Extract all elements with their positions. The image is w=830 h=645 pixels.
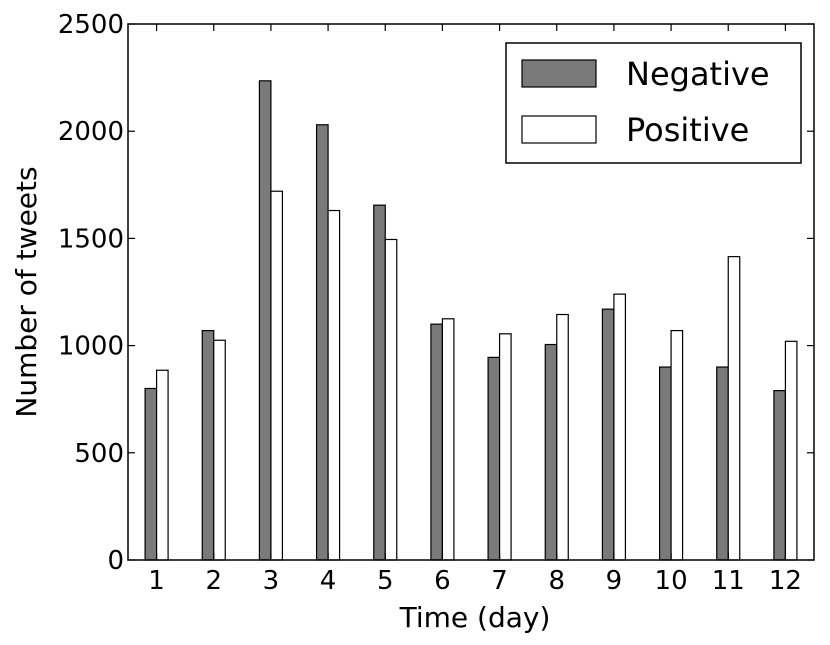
x-tick-label: 8 <box>548 566 565 596</box>
x-tick-label: 7 <box>491 566 508 596</box>
legend-swatch-negative <box>521 59 597 88</box>
bar-positive-day-7 <box>498 333 512 561</box>
x-tick-label: 11 <box>712 566 745 596</box>
y-tick-label: 2500 <box>58 10 124 40</box>
bar-positive-day-8 <box>556 313 569 561</box>
bar-positive-day-11 <box>727 256 741 561</box>
y-tick-label: 1000 <box>58 332 124 362</box>
bar-positive-day-9 <box>613 293 627 561</box>
bar-positive-day-6 <box>441 318 455 561</box>
x-tick-label: 10 <box>655 566 688 596</box>
x-tick-label: 12 <box>769 566 802 596</box>
bar-negative-day-12 <box>773 390 787 561</box>
x-tick-label: 6 <box>434 566 451 596</box>
bar-negative-day-3 <box>258 80 272 561</box>
bar-positive-day-2 <box>213 339 226 561</box>
bar-positive-day-1 <box>155 369 169 561</box>
bar-negative-day-1 <box>144 387 158 561</box>
y-tick-label: 500 <box>74 439 124 469</box>
legend-label-positive: Positive <box>626 111 749 149</box>
x-tick-label: 1 <box>148 566 165 596</box>
x-tick-label: 5 <box>377 566 394 596</box>
bar-negative-day-5 <box>373 204 386 561</box>
x-tick-label: 9 <box>606 566 623 596</box>
legend-swatch-positive <box>521 115 597 144</box>
bar-negative-day-10 <box>658 366 672 561</box>
plot-frame <box>127 23 815 561</box>
x-tick-label: 3 <box>263 566 280 596</box>
bar-positive-day-4 <box>327 209 341 561</box>
y-tick-label: 1500 <box>58 224 124 254</box>
bar-positive-day-5 <box>384 238 398 561</box>
y-tick-label: 2000 <box>58 117 124 147</box>
bars-group <box>144 80 798 561</box>
bar-negative-day-2 <box>201 329 215 561</box>
bar-negative-day-11 <box>716 366 729 561</box>
y-tick-label: 0 <box>107 546 124 576</box>
bar-positive-day-10 <box>670 329 684 561</box>
bar-negative-day-9 <box>601 308 615 561</box>
bar-negative-day-4 <box>315 124 329 561</box>
y-axis-label: Number of tweets <box>10 166 43 417</box>
legend-label-negative: Negative <box>626 55 770 93</box>
x-tick-label: 4 <box>320 566 337 596</box>
bar-negative-day-8 <box>544 343 558 561</box>
legend: Negative Positive <box>505 42 802 164</box>
bar-negative-day-7 <box>487 356 501 561</box>
x-axis-label: Time (day) <box>399 601 551 634</box>
x-tick-label: 2 <box>205 566 222 596</box>
bar-positive-day-12 <box>784 340 798 561</box>
bar-negative-day-6 <box>430 323 444 561</box>
bar-positive-day-3 <box>270 190 284 561</box>
